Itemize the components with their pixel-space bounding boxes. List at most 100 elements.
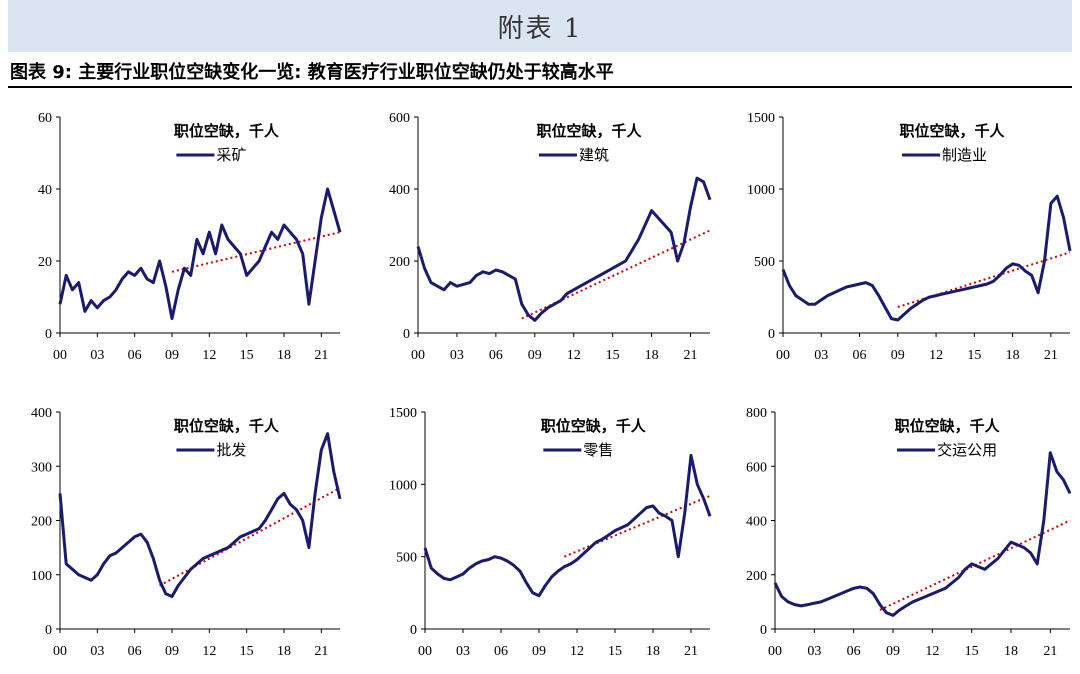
x-tick-label: 18 [277, 348, 291, 363]
x-tick-label: 12 [929, 348, 943, 363]
title-rule [8, 86, 1072, 88]
y-tick-label: 600 [746, 460, 767, 475]
chart-title: 职位空缺，千人 [536, 122, 642, 140]
y-tick-label: 200 [31, 515, 52, 530]
trend-line [171, 231, 341, 273]
x-tick-label: 12 [567, 348, 581, 363]
y-tick-label: 20 [38, 255, 52, 270]
x-tick-label: 12 [570, 644, 584, 659]
x-tick-label: 15 [608, 644, 622, 659]
chart-title: 职位空缺，千人 [900, 122, 1006, 140]
x-tick-label: 15 [240, 348, 254, 363]
x-tick-label: 06 [494, 644, 508, 659]
x-tick-label: 03 [807, 644, 821, 659]
x-tick-label: 12 [202, 348, 216, 363]
y-tick-label: 500 [754, 255, 775, 270]
legend-label: 零售 [583, 441, 613, 459]
series-line [423, 453, 712, 598]
y-tick-label: 0 [45, 327, 52, 342]
y-tick-label: 400 [389, 183, 410, 198]
x-tick-label: 18 [1006, 348, 1020, 363]
x-tick-label: 15 [240, 644, 254, 659]
x-tick-label: 09 [891, 348, 905, 363]
x-tick-label: 15 [606, 348, 620, 363]
legend-label: 采矿 [216, 146, 246, 164]
x-tick-label: 09 [165, 644, 179, 659]
x-tick-label: 15 [965, 644, 979, 659]
banner-title: 附表 1 [497, 13, 583, 44]
x-tick-label: 00 [418, 644, 432, 659]
y-tick-label: 1500 [747, 111, 775, 126]
chart-title: 职位空缺，千人 [174, 122, 280, 140]
x-tick-label: 06 [489, 348, 503, 363]
legend-label: 批发 [216, 441, 246, 459]
x-tick-label: 18 [277, 644, 291, 659]
chart-title: 职位空缺，千人 [541, 417, 647, 435]
chart-title: 职位空缺，千人 [895, 417, 1001, 435]
x-tick-label: 09 [532, 644, 546, 659]
x-tick-label: 09 [165, 348, 179, 363]
y-tick-label: 500 [396, 551, 417, 566]
series-line [58, 187, 342, 321]
figure-title: 图表 9: 主要行业职位空缺变化一览: 教育医疗行业职位空缺仍处于较高水平 [10, 62, 614, 83]
x-tick-label: 00 [53, 348, 67, 363]
y-tick-label: 0 [410, 623, 417, 638]
series-line [58, 432, 342, 598]
x-tick-label: 21 [684, 348, 698, 363]
y-tick-label: 1500 [389, 406, 417, 421]
trend-line [563, 494, 711, 558]
x-tick-label: 15 [967, 348, 981, 363]
y-tick-label: 300 [31, 460, 52, 475]
x-tick-label: 00 [776, 348, 790, 363]
x-tick-label: 12 [925, 644, 939, 659]
series-line [773, 451, 1072, 617]
y-tick-label: 1000 [747, 183, 775, 198]
y-tick-label: 0 [45, 623, 52, 638]
x-tick-label: 21 [1044, 348, 1058, 363]
x-tick-label: 21 [314, 348, 328, 363]
chart-title: 职位空缺，千人 [174, 417, 280, 435]
x-tick-label: 21 [684, 644, 698, 659]
x-tick-label: 03 [814, 348, 828, 363]
x-tick-label: 00 [411, 348, 425, 363]
x-tick-label: 09 [886, 644, 900, 659]
appendix-banner: 附表 1 [8, 0, 1072, 52]
x-tick-label: 03 [90, 348, 104, 363]
y-tick-label: 400 [31, 406, 52, 421]
x-tick-label: 03 [90, 644, 104, 659]
y-tick-label: 0 [768, 327, 775, 342]
legend-label: 交运公用 [937, 441, 997, 459]
legend-label: 建筑 [579, 146, 609, 164]
y-tick-label: 400 [746, 515, 767, 530]
series-line [781, 194, 1072, 322]
y-tick-label: 40 [38, 183, 52, 198]
x-tick-label: 09 [528, 348, 542, 363]
x-tick-label: 06 [128, 348, 142, 363]
x-tick-label: 21 [1043, 644, 1057, 659]
x-tick-label: 12 [202, 644, 216, 659]
y-tick-label: 800 [746, 406, 767, 421]
trend-line [159, 487, 341, 587]
y-tick-label: 1000 [389, 478, 417, 493]
x-tick-label: 00 [768, 644, 782, 659]
y-tick-label: 100 [31, 569, 52, 584]
y-tick-label: 60 [38, 111, 52, 126]
y-tick-label: 200 [746, 569, 767, 584]
y-tick-label: 200 [389, 255, 410, 270]
x-tick-label: 06 [847, 644, 861, 659]
x-tick-label: 03 [450, 348, 464, 363]
y-tick-label: 0 [760, 623, 767, 638]
x-tick-label: 06 [128, 644, 142, 659]
x-tick-label: 00 [53, 644, 67, 659]
x-tick-label: 06 [853, 348, 867, 363]
x-tick-label: 21 [314, 644, 328, 659]
y-tick-label: 600 [389, 111, 410, 126]
x-tick-label: 18 [645, 348, 659, 363]
series-line [416, 176, 712, 322]
